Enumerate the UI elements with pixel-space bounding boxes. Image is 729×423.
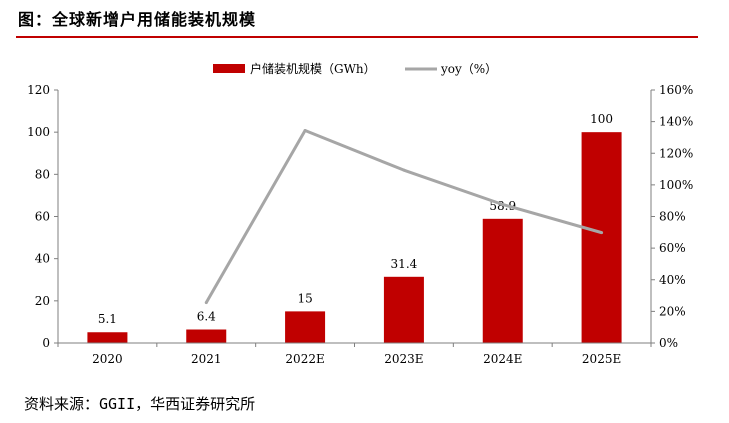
left-axis: 0 20 40 60 80 100 120 <box>27 83 59 350</box>
right-tick-label: 60% <box>659 241 686 255</box>
right-tick-label: 160% <box>659 83 693 97</box>
yoy-point <box>303 128 307 132</box>
bar <box>383 276 424 343</box>
bar-data-label: 15 <box>297 291 312 305</box>
yoy-line-series <box>204 128 604 305</box>
left-tick-label: 60 <box>35 210 50 224</box>
right-tick-label: 80% <box>659 210 686 224</box>
bar-data-label: 5.1 <box>98 312 117 326</box>
left-tick-label: 0 <box>42 336 50 350</box>
source-note: 资料来源：GGII，华西证券研究所 <box>24 395 256 413</box>
yoy-point <box>600 231 604 235</box>
x-tick-label: 2022E <box>285 352 324 366</box>
bar-data-label: 31.4 <box>391 257 418 271</box>
yoy-point <box>204 301 208 305</box>
right-tick-label: 140% <box>659 115 693 129</box>
bar <box>581 132 622 343</box>
yoy-point <box>501 202 505 206</box>
right-tick-label: 40% <box>659 273 686 287</box>
figure-title: 图：全球新增户用储能装机规模 <box>18 10 257 29</box>
title-rule <box>16 36 698 38</box>
bar-data-label: 100 <box>590 112 613 126</box>
legend-label-line: yoy（%） <box>440 62 497 76</box>
right-tick-label: 20% <box>659 304 686 318</box>
right-tick-label: 0% <box>659 336 678 350</box>
right-tick-label: 100% <box>659 178 693 192</box>
bar <box>186 329 227 343</box>
yoy-point <box>402 168 406 172</box>
right-tick-label: 120% <box>659 146 693 160</box>
x-tick-label: 2021 <box>191 352 222 366</box>
legend-label-bar: 户储装机规模（GWh） <box>250 61 376 76</box>
left-tick-label: 120 <box>27 83 50 97</box>
left-tick-label: 80 <box>35 167 50 181</box>
legend-swatch-bar <box>213 64 245 73</box>
bar <box>87 332 128 343</box>
x-axis: 2020 2021 2022E 2023E 2024E 2025E <box>57 342 652 366</box>
x-tick-label: 2025E <box>582 352 621 366</box>
left-tick-label: 20 <box>35 294 50 308</box>
x-tick-label: 2023E <box>384 352 423 366</box>
bar <box>482 218 523 343</box>
x-tick-label: 2024E <box>483 352 522 366</box>
left-tick-label: 40 <box>35 252 50 266</box>
bar <box>285 311 326 343</box>
right-axis: 0% 20% 40% 60% 80% 100% 120% 140% 160% <box>650 83 693 350</box>
bar-data-label: 6.4 <box>197 310 216 324</box>
left-tick-label: 100 <box>27 125 50 139</box>
x-tick-label: 2020 <box>92 352 123 366</box>
legend: 户储装机规模（GWh） yoy（%） <box>213 61 497 76</box>
